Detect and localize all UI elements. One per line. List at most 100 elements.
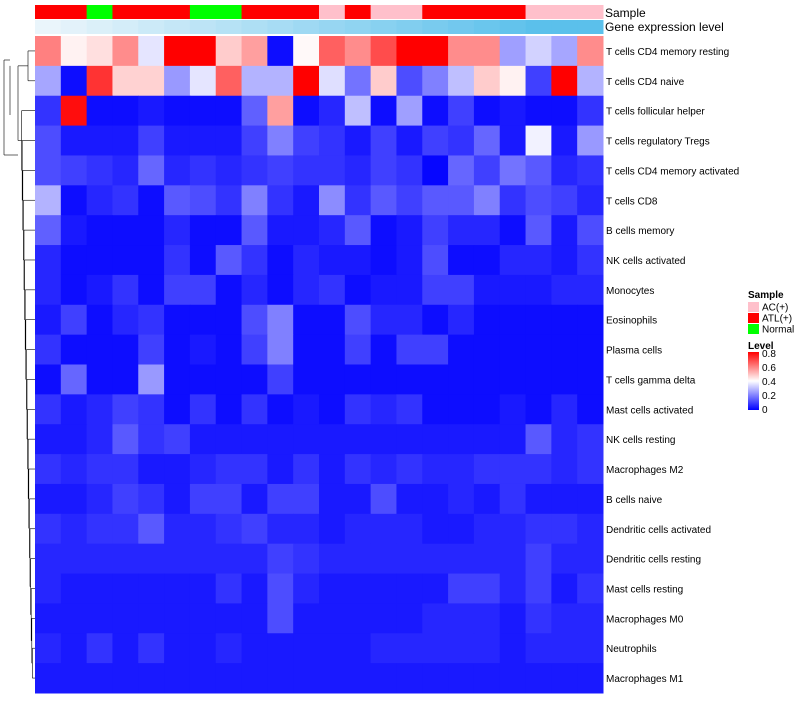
heatmap-cell (319, 573, 346, 604)
sample-annotation-cell (215, 5, 243, 19)
heatmap-cell (35, 274, 62, 306)
heatmap-cell (525, 185, 552, 216)
heatmap-cell (525, 215, 552, 246)
heatmap-cell (319, 394, 346, 425)
heatmap-cell (525, 95, 552, 127)
heatmap-cell (577, 274, 604, 306)
heatmap-cell (241, 215, 268, 246)
heatmap-cell (370, 424, 397, 455)
heatmap-cell (370, 215, 397, 246)
heatmap-cell (86, 513, 113, 545)
gene-expression-annotation-cell (215, 20, 243, 34)
heatmap-cell (164, 245, 191, 276)
heatmap-cell (86, 95, 113, 127)
heatmap-cell (473, 65, 501, 97)
heatmap-cell (267, 663, 294, 694)
heatmap-cell (138, 215, 165, 246)
heatmap-cell (293, 424, 320, 455)
heatmap-cell (396, 513, 423, 545)
heatmap-cell (396, 36, 423, 67)
heatmap-cell (319, 633, 346, 664)
heatmap-cell (499, 185, 527, 216)
heatmap-cell (422, 573, 449, 604)
heatmap-cell (138, 334, 165, 365)
heatmap-cell (473, 483, 501, 515)
gene-expression-annotation-cell (189, 20, 217, 34)
heatmap-cell (215, 304, 243, 336)
heatmap-cell (396, 424, 423, 455)
heatmap-cell (293, 334, 320, 365)
heatmap-cell (396, 543, 423, 575)
column-annotations (35, 5, 604, 34)
heatmap-cell (525, 483, 552, 515)
heatmap-cell (319, 95, 346, 127)
heatmap-cell (396, 215, 423, 246)
heatmap-cell (473, 155, 501, 186)
heatmap-cell (525, 364, 552, 395)
heatmap-cell (267, 483, 294, 515)
heatmap-cell (448, 36, 475, 67)
gene-expression-annotation-cell (293, 20, 320, 34)
heatmap-cell (267, 454, 294, 485)
sample-annotation-cell (396, 5, 423, 19)
heatmap-cell (164, 513, 191, 545)
heatmap-cell (319, 334, 346, 365)
heatmap-cell (241, 304, 268, 336)
heatmap-cell (448, 394, 475, 425)
row-label: Dendritic cells resting (606, 555, 701, 566)
heatmap-cell (138, 304, 165, 336)
legend-tick-0.2: 0.2 (762, 391, 776, 402)
heatmap-cell (112, 155, 139, 186)
heatmap-cell (577, 364, 604, 395)
gene-expression-annotation-cell (164, 20, 191, 34)
heatmap-cell (396, 454, 423, 485)
heatmap-cell (267, 573, 294, 604)
heatmap-cell (473, 245, 501, 276)
heatmap-cell (164, 483, 191, 515)
heatmap-cell (267, 274, 294, 306)
heatmap-cell (499, 364, 527, 395)
heatmap-cell (319, 304, 346, 336)
heatmap-cell (448, 215, 475, 246)
heatmap-cell (35, 65, 62, 97)
heatmap-cell (396, 334, 423, 365)
heatmap-cell (344, 245, 372, 276)
heatmap-cell (35, 513, 62, 545)
heatmap-cell (551, 543, 578, 575)
heatmap-cell (293, 603, 320, 634)
heatmap-cell (60, 304, 88, 336)
gene-expression-annotation-cell (525, 20, 552, 34)
heatmap-cell (138, 663, 165, 694)
heatmap-cell (60, 424, 88, 455)
heatmap-cell (422, 245, 449, 276)
heatmap-cell (112, 65, 139, 97)
heatmap-cell (319, 125, 346, 156)
heatmap-cell (112, 513, 139, 545)
heatmap-cell (267, 215, 294, 246)
heatmap-cell (86, 304, 113, 336)
heatmap-cell (551, 573, 578, 604)
heatmap-cell (189, 304, 217, 336)
heatmap-cell (448, 513, 475, 545)
heatmap-cell (525, 274, 552, 306)
heatmap-cell (60, 543, 88, 575)
heatmap-cell (577, 95, 604, 127)
heatmap-cell (551, 454, 578, 485)
heatmap-cell (344, 513, 372, 545)
heatmap-cell (164, 274, 191, 306)
heatmap-cell (112, 573, 139, 604)
heatmap-cell (86, 424, 113, 455)
heatmap-cell (60, 513, 88, 545)
heatmap-cell (215, 155, 243, 186)
heatmap-cell (499, 36, 527, 67)
heatmap-cell (86, 185, 113, 216)
heatmap-cell (499, 65, 527, 97)
heatmap-cell (370, 185, 397, 216)
heatmap-cell (164, 36, 191, 67)
heatmap-cell (370, 274, 397, 306)
heatmap-cell (319, 155, 346, 186)
sample-annotation-cell (241, 5, 268, 19)
heatmap-cell (396, 155, 423, 186)
row-label: T cells CD4 memory activated (606, 166, 739, 177)
heatmap-cell (241, 95, 268, 127)
